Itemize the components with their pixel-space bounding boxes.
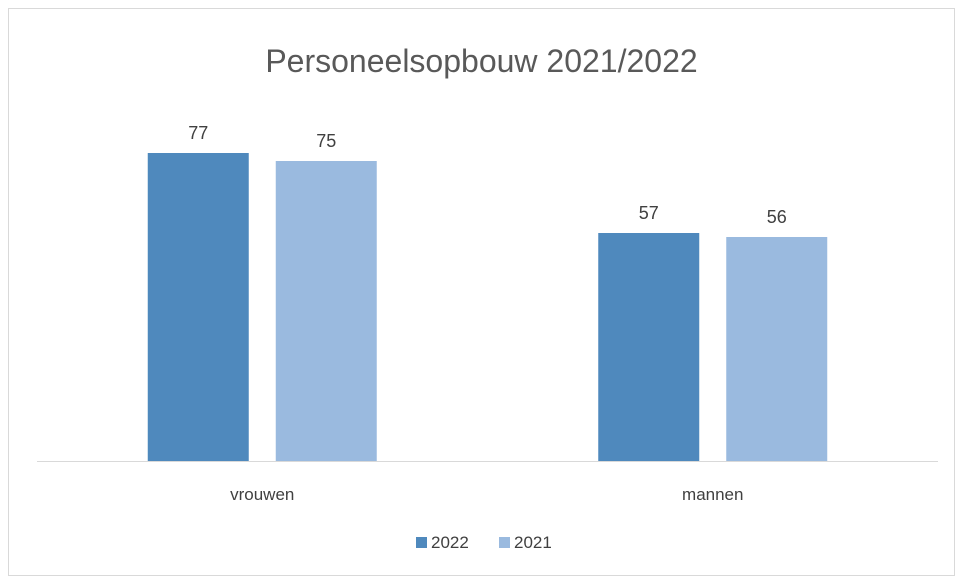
category-label: mannen [682, 485, 743, 504]
data-label: 56 [767, 207, 787, 227]
data-label: 75 [316, 131, 336, 151]
legend-swatch-2021 [499, 537, 510, 548]
category-label: vrouwen [230, 485, 294, 504]
bar-mannen-2022 [598, 233, 699, 461]
legend-label: 2021 [514, 533, 552, 552]
bar-mannen-2021 [726, 237, 827, 461]
bar-vrouwen-2022 [148, 153, 249, 461]
legend-label: 2022 [431, 533, 469, 552]
bar-vrouwen-2021 [276, 161, 377, 461]
legend-swatch-2022 [416, 537, 427, 548]
data-label: 57 [639, 203, 659, 223]
data-label: 77 [188, 123, 208, 143]
